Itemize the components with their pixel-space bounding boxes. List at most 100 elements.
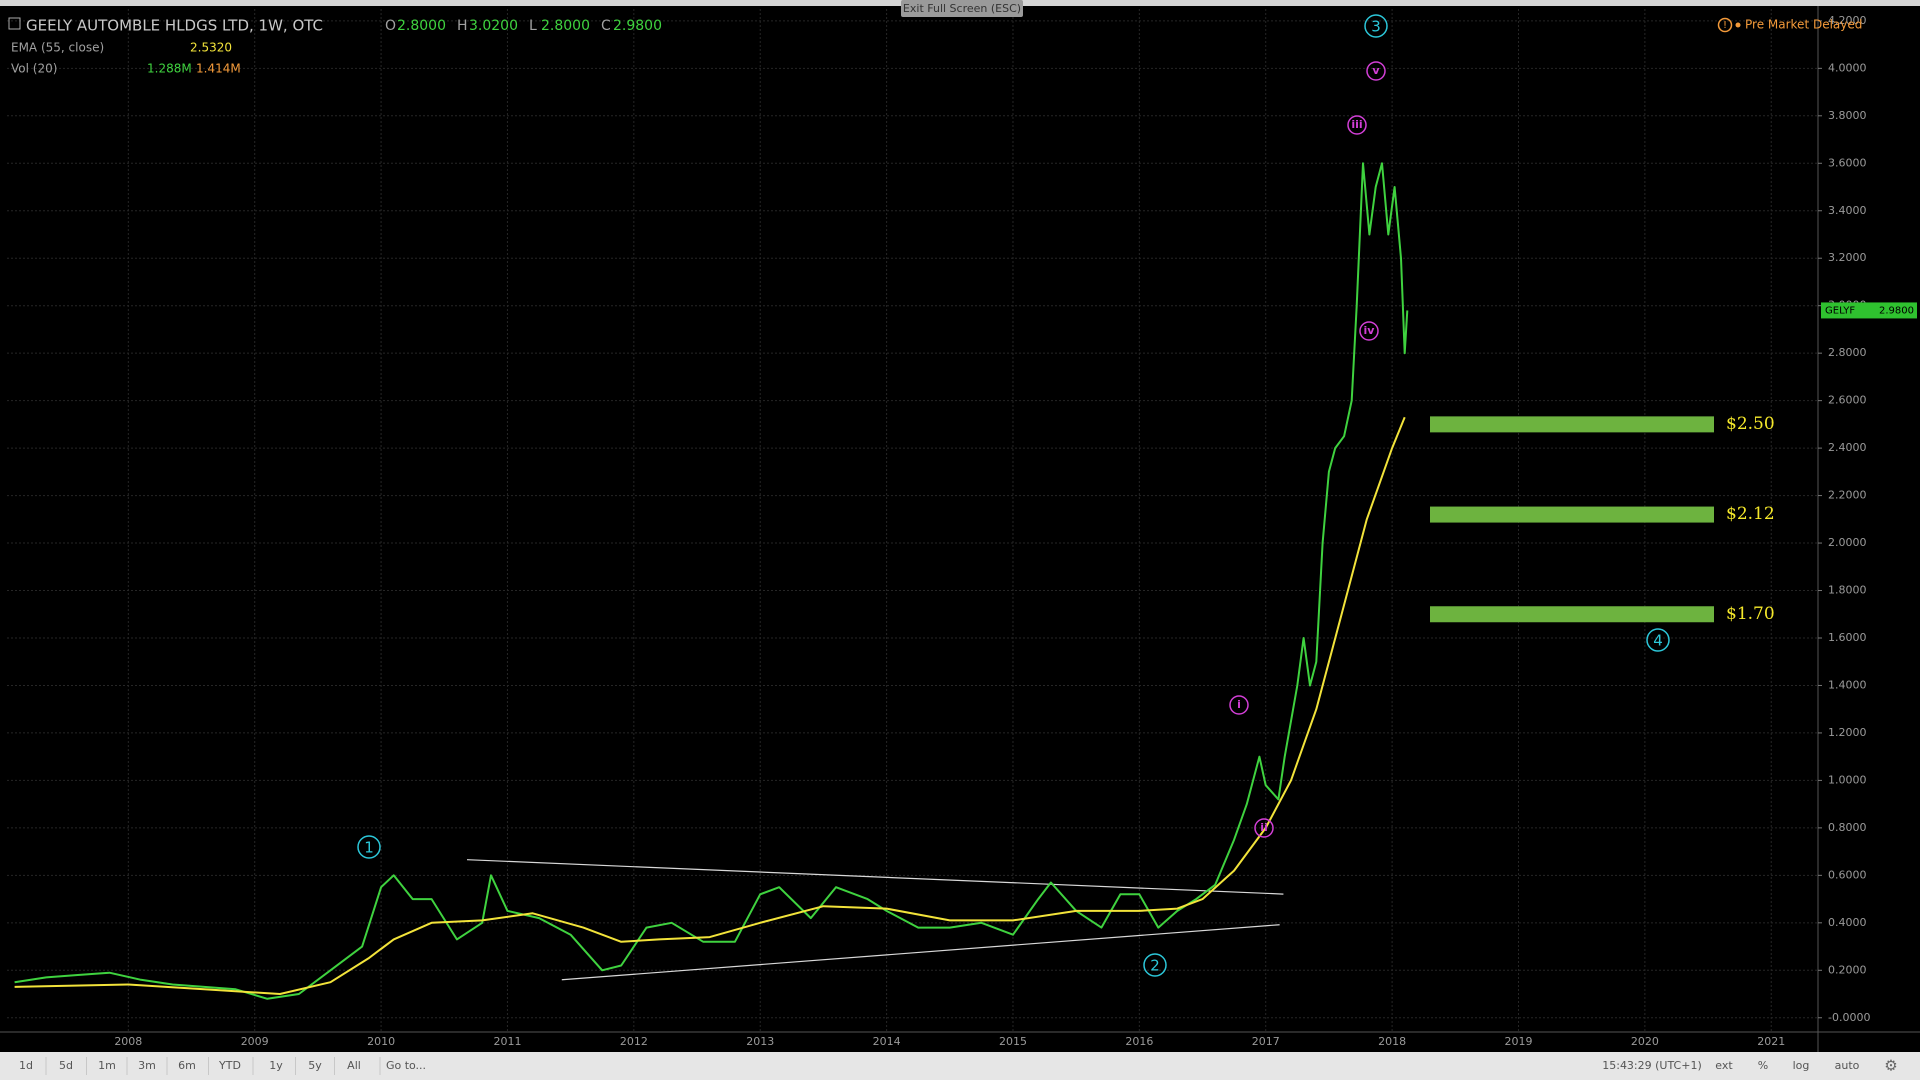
y-tick-label: 2.2000 [1828, 489, 1867, 502]
x-tick-label: 2011 [493, 1035, 521, 1048]
ohlc-key: C [601, 18, 611, 34]
trendline [466, 859, 1284, 895]
symbol-title: GEELY AUTOMBLE HLDGS LTD, 1W, OTC [26, 17, 323, 35]
subwave-circle [1347, 115, 1367, 135]
option-button[interactable]: log [1793, 1059, 1810, 1072]
x-tick-label: 2016 [1125, 1035, 1153, 1048]
option-button[interactable]: auto [1835, 1059, 1860, 1072]
wave-circle [357, 835, 381, 859]
y-tick-label: 1.6000 [1828, 631, 1867, 644]
ohlc-value: 2.8000 [541, 18, 590, 34]
range-button[interactable]: 5y [308, 1059, 322, 1072]
y-tick-label: 1.4000 [1828, 678, 1867, 691]
ohlc-key: H [457, 18, 468, 34]
y-tick-label: 3.8000 [1828, 109, 1867, 122]
price-tag-value: 2.9800 [1879, 305, 1914, 316]
price-axis [1818, 6, 1920, 1032]
wave-label: 3 [1371, 18, 1381, 36]
x-tick-label: 2010 [367, 1035, 395, 1048]
y-tick-label: 2.6000 [1828, 394, 1867, 407]
ohlc-value: 2.9800 [613, 18, 662, 34]
plot [14, 162, 1409, 1000]
y-tick-label: 1.2000 [1828, 726, 1867, 739]
option-button[interactable]: % [1758, 1059, 1768, 1072]
subwave-circle [1366, 61, 1386, 81]
vol-ma-value: 1.414M [196, 62, 241, 76]
ema-value: 2.5320 [190, 41, 232, 55]
target-label: $2.12 [1726, 504, 1775, 524]
x-tick-label: 2012 [620, 1035, 648, 1048]
target-zone [1430, 506, 1714, 523]
series-line [14, 162, 1409, 1000]
x-tick-label: 2017 [1252, 1035, 1280, 1048]
x-tick-label: 2014 [873, 1035, 901, 1048]
price-tag-symbol: GELYF [1825, 305, 1855, 316]
y-tick-label: 0.8000 [1828, 821, 1867, 834]
x-tick-label: 2019 [1504, 1035, 1532, 1048]
range-button[interactable]: 3m [138, 1059, 156, 1072]
wave-circle [1646, 628, 1670, 652]
y-tick-label: -0.0000 [1828, 1011, 1870, 1024]
x-tick-label: 2013 [746, 1035, 774, 1048]
wave-label: 2 [1150, 957, 1160, 975]
toolbar: 1d 5d 1m 3m 6m YTD 1y 5y All Go to... 15:43:29 (UT… [19, 1057, 1860, 1075]
range-button[interactable]: 1m [98, 1059, 116, 1072]
range-button[interactable]: 1d [19, 1059, 33, 1072]
y-tick-label: 4.0000 [1828, 61, 1867, 74]
subwave-circle [1359, 321, 1379, 341]
range-button[interactable]: 5d [59, 1059, 73, 1072]
subwave-label: i [1237, 698, 1241, 711]
wave-label: 1 [364, 839, 374, 857]
x-tick-label: 2015 [999, 1035, 1027, 1048]
exit-fullscreen-label[interactable]: Exit Full Screen (ESC) [903, 2, 1021, 15]
ohlc-value: 2.8000 [397, 18, 446, 34]
subwave-label: ii [1260, 821, 1268, 834]
subwave-circle [1254, 818, 1274, 838]
subwave-label: iii [1351, 118, 1362, 131]
y-tick-label: 0.2000 [1828, 963, 1867, 976]
target-zone [1430, 416, 1714, 433]
range-button[interactable]: 1y [269, 1059, 283, 1072]
range-button[interactable]: 6m [178, 1059, 196, 1072]
x-tick-label: 2008 [114, 1035, 142, 1048]
collapse-icon[interactable] [8, 17, 21, 30]
ohlc: O 2.8000 H 3.0200 L 2.8000 C 2.9800 [385, 18, 662, 34]
ohlc-value: 3.0200 [469, 18, 518, 34]
subwave-label: v [1372, 64, 1380, 77]
range-button[interactable]: All [347, 1059, 361, 1072]
subwave-label: iv [1364, 324, 1376, 337]
trendline [561, 924, 1280, 981]
exit-fullscreen-button[interactable] [901, 0, 1023, 17]
wave-circle [1364, 14, 1388, 38]
wave-circle [1143, 953, 1167, 977]
y-tick-label: 1.8000 [1828, 584, 1867, 597]
target-label: $1.70 [1726, 604, 1775, 624]
vol-value: 1.288M [147, 62, 192, 76]
y-tick-label: 3.4000 [1828, 204, 1867, 217]
price-tag [1821, 302, 1917, 319]
target-label: $2.50 [1726, 414, 1775, 434]
settings-icon[interactable]: ⚙ [1884, 1057, 1897, 1075]
y-tick-label: 0.6000 [1828, 868, 1867, 881]
y-tick-label: 0.4000 [1828, 916, 1867, 929]
bottom-toolbar [0, 1052, 1920, 1080]
y-tick-label: 3.6000 [1828, 156, 1867, 169]
wave-label: 4 [1653, 632, 1663, 650]
y-tick-label: 3.2000 [1828, 251, 1867, 264]
y-tick-label: 2.4000 [1828, 441, 1867, 454]
ohlc-key: L [529, 18, 537, 34]
x-tick-label: 2021 [1757, 1035, 1785, 1048]
x-tick-label: 2020 [1631, 1035, 1659, 1048]
status-dot [1735, 22, 1741, 28]
series-line [14, 416, 1406, 995]
y-tick-label: 2.8000 [1828, 346, 1867, 359]
ema-name: EMA (55, close) [11, 41, 104, 55]
range-button[interactable]: YTD [218, 1059, 241, 1072]
range-button[interactable]: Go to... [386, 1059, 426, 1072]
warning-mark: ! [1723, 20, 1727, 31]
y-tick-label: 4.2000 [1828, 14, 1867, 27]
option-button[interactable]: ext [1715, 1059, 1733, 1072]
market-status: Pre Market Delayed [1745, 18, 1862, 32]
